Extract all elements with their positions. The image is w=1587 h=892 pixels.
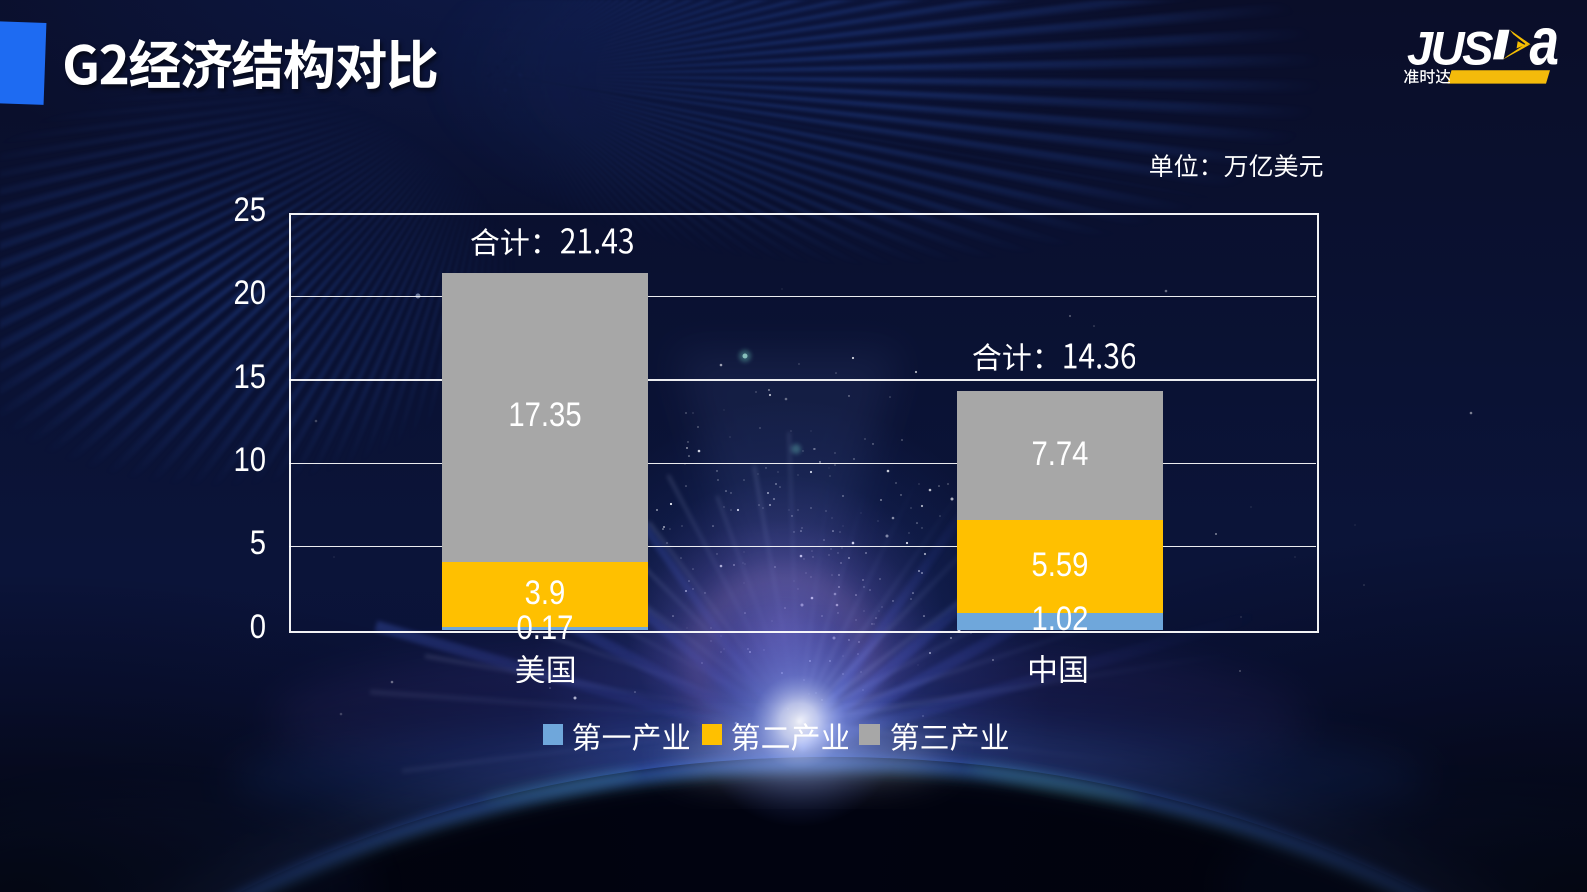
svg-text:JUS: JUS — [1407, 24, 1493, 75]
svg-text:a: a — [1530, 24, 1560, 79]
